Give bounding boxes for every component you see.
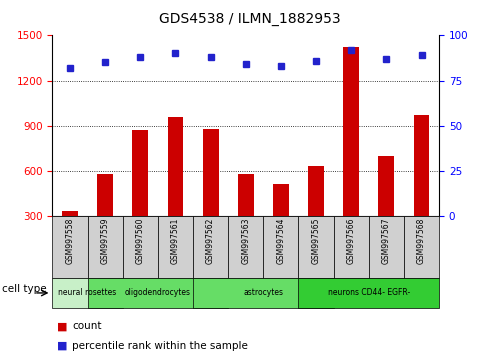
Text: GSM997567: GSM997567 (382, 218, 391, 264)
Bar (158, 216, 193, 278)
Text: oligodendrocytes: oligodendrocytes (125, 289, 191, 297)
Text: cell type: cell type (2, 284, 47, 295)
Bar (168, 116, 183, 216)
Bar (87, 278, 228, 308)
Bar (238, 174, 253, 216)
Text: ■: ■ (57, 341, 68, 350)
Text: GSM997563: GSM997563 (241, 218, 250, 264)
Text: percentile rank within the sample: percentile rank within the sample (72, 341, 248, 350)
Bar (343, 47, 359, 216)
Text: neural rosettes: neural rosettes (58, 289, 117, 297)
Bar (203, 129, 219, 216)
Bar (404, 216, 439, 278)
Bar (334, 216, 369, 278)
Text: count: count (72, 321, 102, 331)
Text: GSM997566: GSM997566 (347, 218, 356, 264)
Text: astrocytes: astrocytes (244, 289, 283, 297)
Bar (193, 216, 228, 278)
Bar (123, 216, 158, 278)
Text: GSM997564: GSM997564 (276, 218, 285, 264)
Text: GSM997565: GSM997565 (311, 218, 320, 264)
Bar (263, 216, 298, 278)
Text: GSM997560: GSM997560 (136, 218, 145, 264)
Bar (378, 156, 394, 216)
Text: GSM997562: GSM997562 (206, 218, 215, 264)
Bar (298, 278, 439, 308)
Bar (97, 174, 113, 216)
Bar (273, 184, 289, 216)
Text: GSM997561: GSM997561 (171, 218, 180, 264)
Bar (132, 130, 148, 216)
Text: neurons CD44- EGFR-: neurons CD44- EGFR- (328, 289, 410, 297)
Text: ■: ■ (57, 321, 68, 331)
Bar (414, 115, 430, 216)
Bar (193, 278, 334, 308)
Bar (87, 216, 123, 278)
Bar (308, 166, 324, 216)
Bar (369, 216, 404, 278)
Bar (228, 216, 263, 278)
Bar (52, 278, 123, 308)
Text: GSM997568: GSM997568 (417, 218, 426, 264)
Text: GDS4538 / ILMN_1882953: GDS4538 / ILMN_1882953 (159, 12, 340, 27)
Text: GSM997559: GSM997559 (101, 218, 110, 264)
Text: GSM997558: GSM997558 (65, 218, 74, 264)
Bar (298, 216, 334, 278)
Bar (62, 211, 78, 216)
Bar (52, 216, 87, 278)
